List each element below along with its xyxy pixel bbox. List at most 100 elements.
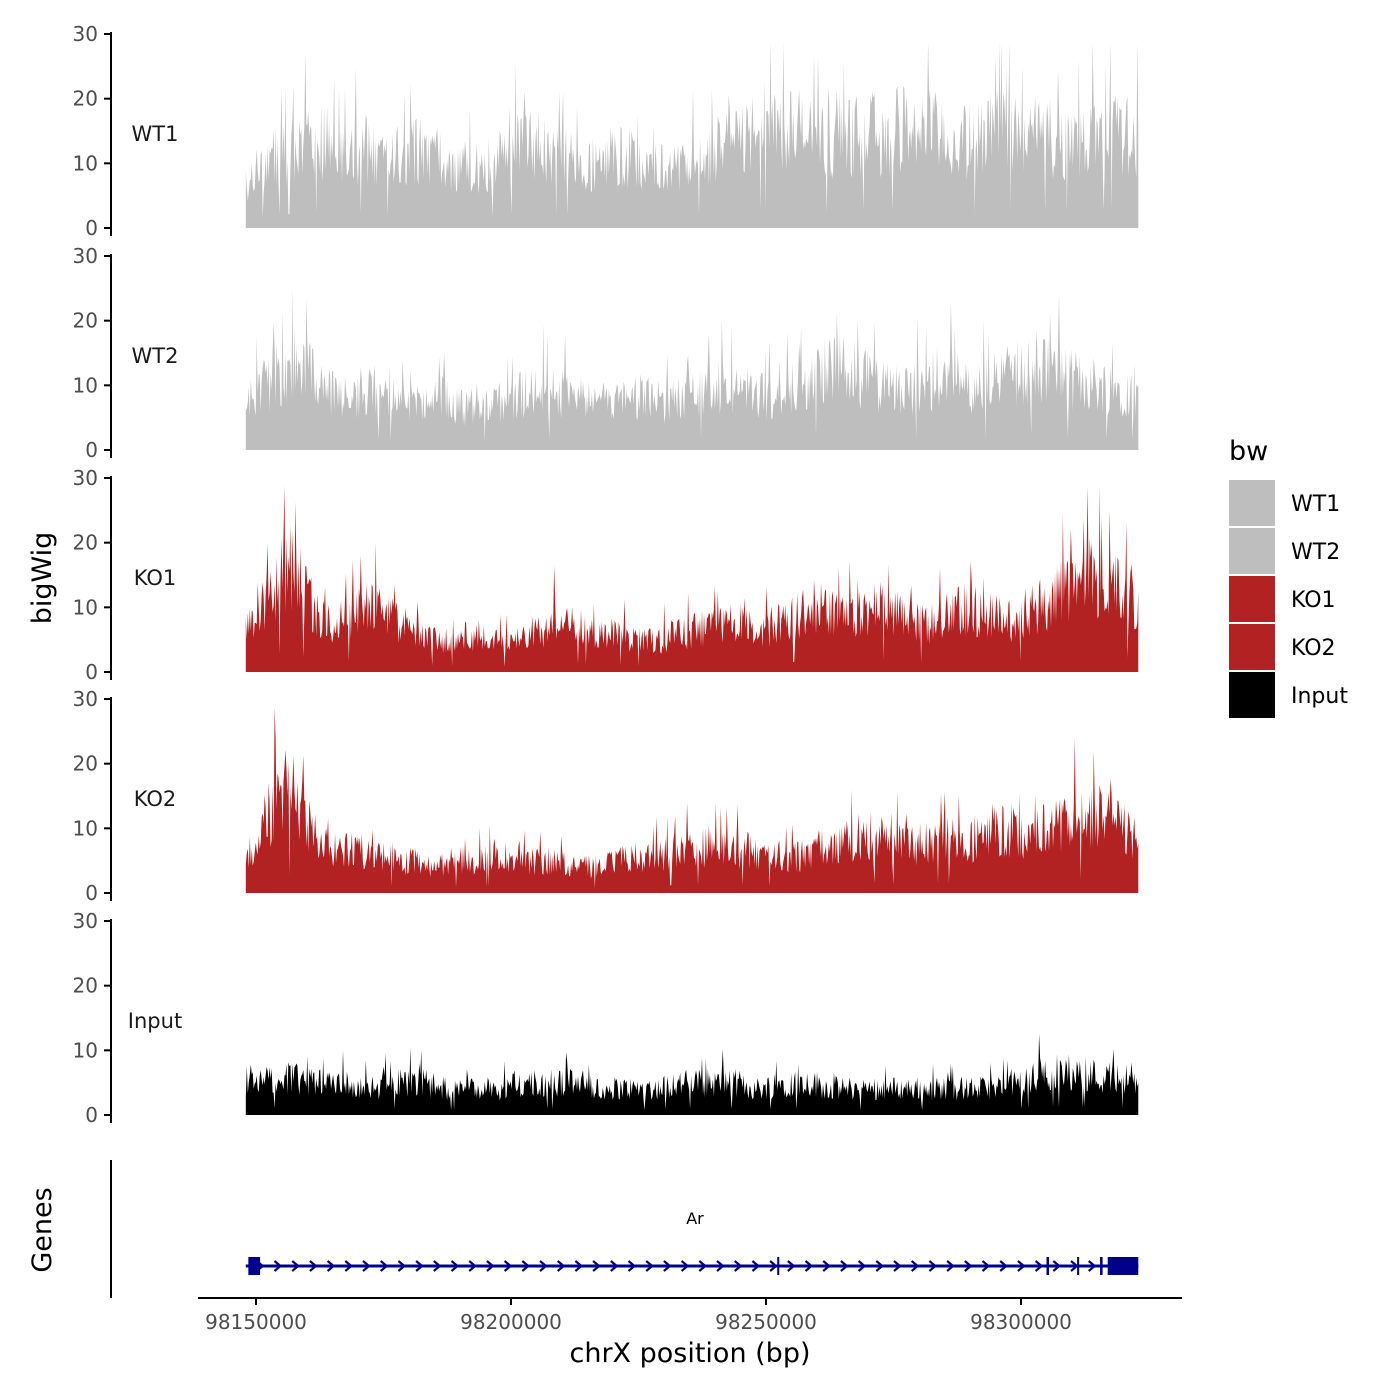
strand-arrow <box>326 1260 336 1272</box>
y-tick-label: 0 <box>85 660 98 684</box>
strand-arrow <box>362 1260 371 1272</box>
strand-arrow <box>946 1260 955 1272</box>
legend-swatch-ko1 <box>1229 576 1275 622</box>
strand-arrow <box>893 1260 902 1272</box>
strand-arrow <box>486 1260 495 1272</box>
track-label-ko2: KO2 <box>134 787 177 811</box>
strand-arrow <box>468 1260 477 1272</box>
strand-arrow <box>875 1260 885 1272</box>
strand-arrow <box>804 1260 814 1272</box>
strand-arrow <box>592 1260 601 1272</box>
strand-arrow <box>964 1260 973 1272</box>
strand-arrow <box>751 1260 761 1272</box>
y-tick-label: 20 <box>73 309 98 333</box>
gene-exon <box>1100 1257 1103 1275</box>
strand-arrow <box>574 1260 584 1272</box>
strand-arrow <box>928 1260 938 1272</box>
legend-swatch-ko2 <box>1229 624 1275 670</box>
strand-arrow <box>840 1260 849 1272</box>
strand-arrow <box>999 1260 1008 1272</box>
y-tick-label: 0 <box>85 216 98 240</box>
coverage-area-ko1 <box>245 485 1139 672</box>
legend-label-ko2: KO2 <box>1291 636 1336 661</box>
strand-arrow <box>1087 1260 1097 1272</box>
gene-name-label: Ar <box>686 1209 704 1228</box>
y-tick-label: 30 <box>73 909 98 933</box>
coverage-area-wt2 <box>245 287 1139 450</box>
legend-label-wt1: WT1 <box>1291 492 1340 517</box>
coverage-tracks: 0 10 20 30 WT1 0 10 20 30 WT2 0 10 20 30 KO1 0 10 20 30 KO2… <box>73 22 1139 1127</box>
strand-arrow <box>857 1260 867 1272</box>
track-label-wt2: WT2 <box>132 344 179 368</box>
y-tick-label: 20 <box>73 531 98 555</box>
strand-arrow <box>450 1260 460 1272</box>
strand-arrow <box>733 1260 743 1272</box>
strand-arrow <box>716 1260 725 1272</box>
x-axis-title: chrX position (bp) <box>569 1338 810 1369</box>
strand-arrow <box>415 1260 424 1272</box>
x-axis: chrX position (bp) 98150000 98200000 98250… <box>198 1297 1182 1369</box>
gene-exon <box>1077 1257 1080 1275</box>
strand-arrow <box>344 1260 354 1272</box>
coverage-area-wt1 <box>245 41 1139 228</box>
legend-title: bw <box>1229 436 1268 467</box>
track-input: 0 10 20 30 Input <box>73 909 1139 1127</box>
strand-arrow <box>680 1260 690 1272</box>
legend: bw WT1 WT2 KO1 KO2 Input <box>1229 436 1348 718</box>
y-tick-label: 20 <box>73 752 98 776</box>
strand-arrow <box>1034 1260 1044 1272</box>
y-tick-label: 0 <box>85 1103 98 1127</box>
y-tick-label: 10 <box>73 373 98 397</box>
strand-arrow <box>822 1260 831 1272</box>
coverage-area-ko2 <box>245 707 1139 893</box>
strand-arrow <box>379 1260 389 1272</box>
gene-model <box>245 1257 1139 1275</box>
strand-arrow <box>503 1260 513 1272</box>
y-tick-label: 10 <box>73 816 98 840</box>
y-tick-label: 10 <box>73 1038 98 1062</box>
gene-exon <box>1046 1257 1050 1275</box>
track-ko1: 0 10 20 30 KO1 <box>73 466 1139 684</box>
strand-arrow <box>1017 1260 1026 1272</box>
strand-arrow <box>663 1260 672 1272</box>
legend-swatch-wt1 <box>1229 480 1275 526</box>
x-tick-label: 98150000 <box>205 1310 307 1334</box>
track-label-ko1: KO1 <box>134 566 177 590</box>
gene-exon <box>1107 1257 1139 1275</box>
strand-arrow <box>273 1260 283 1272</box>
y-tick-label: 30 <box>73 687 98 711</box>
track-wt2: 0 10 20 30 WT2 <box>73 244 1139 462</box>
strand-arrow <box>291 1260 300 1272</box>
strand-arrow <box>910 1260 920 1272</box>
strand-arrow <box>787 1260 796 1272</box>
track-label-input: Input <box>128 1009 182 1033</box>
y-tick-label: 0 <box>85 438 98 462</box>
strand-arrow <box>521 1260 531 1272</box>
y-tick-label: 10 <box>73 151 98 175</box>
genes-axis-title: Genes <box>27 1187 58 1272</box>
y-tick-label: 10 <box>73 595 98 619</box>
y-tick-label: 0 <box>85 881 98 905</box>
strand-arrow <box>645 1260 654 1272</box>
legend-swatch-wt2 <box>1229 528 1275 574</box>
strand-arrow <box>698 1260 708 1272</box>
coverage-area-input <box>245 1033 1139 1115</box>
track-ko2: 0 10 20 30 KO2 <box>73 687 1139 905</box>
genes-panel: Genes Ar <box>27 1160 1139 1298</box>
x-tick-label: 98200000 <box>460 1310 562 1334</box>
strand-arrow <box>309 1260 318 1272</box>
y-tick-label: 30 <box>73 22 98 46</box>
strand-arrow <box>627 1260 637 1272</box>
strand-arrow <box>1070 1260 1079 1272</box>
strand-arrow <box>397 1260 407 1272</box>
strand-arrow <box>1052 1260 1062 1272</box>
strand-arrow <box>769 1260 778 1272</box>
track-wt1: 0 10 20 30 WT1 <box>73 22 1139 240</box>
gene-exon <box>777 1257 780 1275</box>
legend-label-ko1: KO1 <box>1291 588 1336 613</box>
strand-arrow <box>981 1260 991 1272</box>
y-tick-label: 20 <box>73 87 98 111</box>
strand-arrow <box>556 1260 566 1272</box>
track-label-wt1: WT1 <box>132 122 179 146</box>
